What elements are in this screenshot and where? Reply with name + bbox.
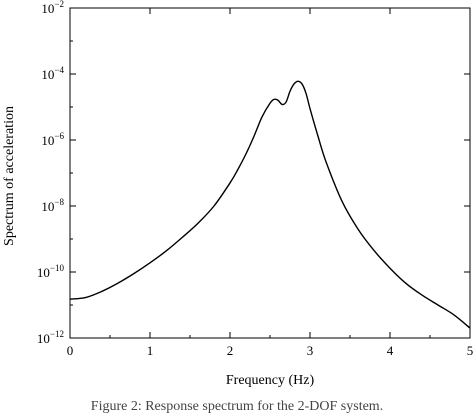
y-tick-label-base: 10 bbox=[37, 265, 50, 280]
y-tick-label-exponent: −10 bbox=[50, 263, 65, 273]
y-tick-label-base: 10 bbox=[41, 199, 54, 214]
x-tick-label: 0 bbox=[67, 343, 74, 358]
x-tick-label: 3 bbox=[307, 343, 314, 358]
y-tick-label-base: 10 bbox=[37, 331, 50, 346]
ticks bbox=[69, 7, 471, 339]
y-tick-label: 10−4 bbox=[41, 65, 64, 82]
plot-frame bbox=[69, 7, 471, 339]
y-tick-label: 10−6 bbox=[41, 131, 64, 148]
x-axis-title: Frequency (Hz) bbox=[226, 373, 315, 388]
y-tick-label-exponent: −6 bbox=[54, 131, 64, 141]
x-tick-label: 1 bbox=[147, 343, 154, 358]
y-tick-label-exponent: −12 bbox=[50, 329, 64, 339]
x-tick-label: 5 bbox=[467, 343, 474, 358]
y-tick-label-base: 10 bbox=[41, 67, 54, 82]
series-line bbox=[69, 80, 471, 329]
y-axis-title: Spectrum of acceleration bbox=[2, 106, 17, 246]
x-tick-label: 2 bbox=[227, 343, 234, 358]
y-tick-label: 10−2 bbox=[41, 0, 64, 16]
y-tick-label: 10−12 bbox=[37, 329, 64, 346]
y-tick-label-exponent: −4 bbox=[54, 65, 64, 75]
y-tick-label: 10−8 bbox=[41, 197, 64, 214]
y-tick-label-base: 10 bbox=[41, 1, 54, 16]
y-tick-label-exponent: −2 bbox=[54, 0, 64, 9]
x-tick-label: 4 bbox=[387, 343, 394, 358]
y-tick-label-base: 10 bbox=[41, 133, 54, 148]
y-tick-label: 10−10 bbox=[37, 263, 65, 280]
figure-caption: Figure 2: Response spectrum for the 2-DO… bbox=[91, 399, 383, 413]
y-tick-label-exponent: −8 bbox=[54, 197, 64, 207]
plot-area bbox=[69, 7, 471, 339]
